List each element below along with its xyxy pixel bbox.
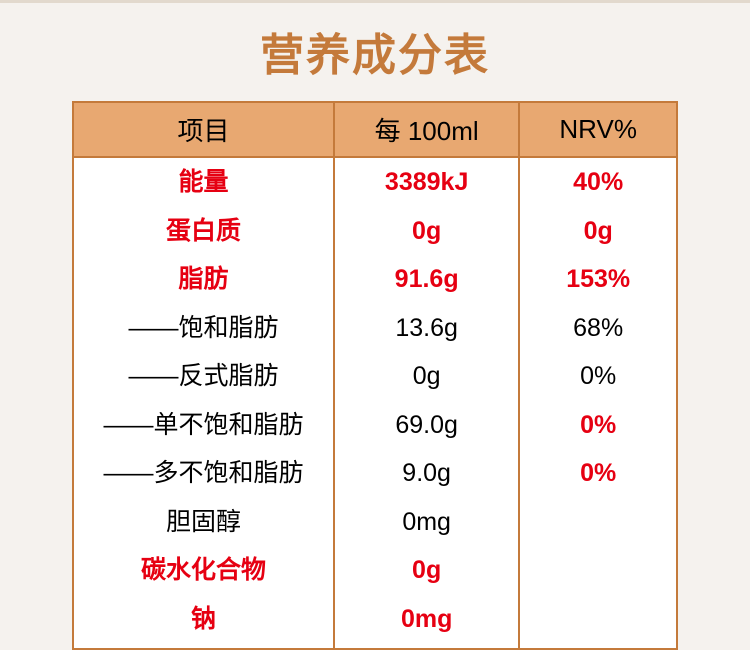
table-body: 能量3389kJ40%蛋白质0g0g脂肪91.6g153%——饱和脂肪13.6g…	[73, 157, 677, 649]
cell-per: 13.6g	[334, 304, 519, 353]
cell-per: 0mg	[334, 595, 519, 650]
cell-item: ——多不饱和脂肪	[73, 449, 334, 498]
page-title: 营养成分表	[0, 19, 750, 83]
col-header-nrv: NRV%	[519, 102, 677, 157]
cell-per: 0g	[334, 546, 519, 595]
table-row: 钠0mg	[73, 595, 677, 650]
cell-item: 能量	[73, 157, 334, 207]
cell-per: 9.0g	[334, 449, 519, 498]
cell-nrv	[519, 546, 677, 595]
table-row: 碳水化合物0g	[73, 546, 677, 595]
table-row: ——饱和脂肪13.6g68%	[73, 304, 677, 353]
cell-item: 胆固醇	[73, 498, 334, 547]
cell-nrv: 0%	[519, 449, 677, 498]
cell-per: 0mg	[334, 498, 519, 547]
cell-item: 钠	[73, 595, 334, 650]
cell-per: 3389kJ	[334, 157, 519, 207]
page: 营养成分表 项目 每 100ml NRV% 能量3389kJ40%蛋白质0g0g…	[0, 0, 750, 594]
cell-item: 碳水化合物	[73, 546, 334, 595]
col-header-per: 每 100ml	[334, 102, 519, 157]
cell-nrv: 0%	[519, 352, 677, 401]
cell-item: ——反式脂肪	[73, 352, 334, 401]
col-header-item: 项目	[73, 102, 334, 157]
cell-nrv: 0%	[519, 401, 677, 450]
table-row: ——多不饱和脂肪9.0g0%	[73, 449, 677, 498]
cell-item: 脂肪	[73, 255, 334, 304]
table-row: 胆固醇0mg	[73, 498, 677, 547]
table-row: ——反式脂肪0g0%	[73, 352, 677, 401]
cell-per: 91.6g	[334, 255, 519, 304]
cell-per: 69.0g	[334, 401, 519, 450]
cell-per: 0g	[334, 207, 519, 256]
nutrition-table: 项目 每 100ml NRV% 能量3389kJ40%蛋白质0g0g脂肪91.6…	[72, 101, 678, 650]
table-row: 蛋白质0g0g	[73, 207, 677, 256]
table-row: 脂肪91.6g153%	[73, 255, 677, 304]
cell-nrv	[519, 595, 677, 650]
cell-nrv: 153%	[519, 255, 677, 304]
cell-per: 0g	[334, 352, 519, 401]
cell-item: ——饱和脂肪	[73, 304, 334, 353]
table-row: ——单不饱和脂肪69.0g0%	[73, 401, 677, 450]
cell-item: ——单不饱和脂肪	[73, 401, 334, 450]
cell-nrv: 0g	[519, 207, 677, 256]
table-row: 能量3389kJ40%	[73, 157, 677, 207]
cell-nrv: 68%	[519, 304, 677, 353]
cell-nrv: 40%	[519, 157, 677, 207]
cell-nrv	[519, 498, 677, 547]
table-header-row: 项目 每 100ml NRV%	[73, 102, 677, 157]
cell-item: 蛋白质	[73, 207, 334, 256]
